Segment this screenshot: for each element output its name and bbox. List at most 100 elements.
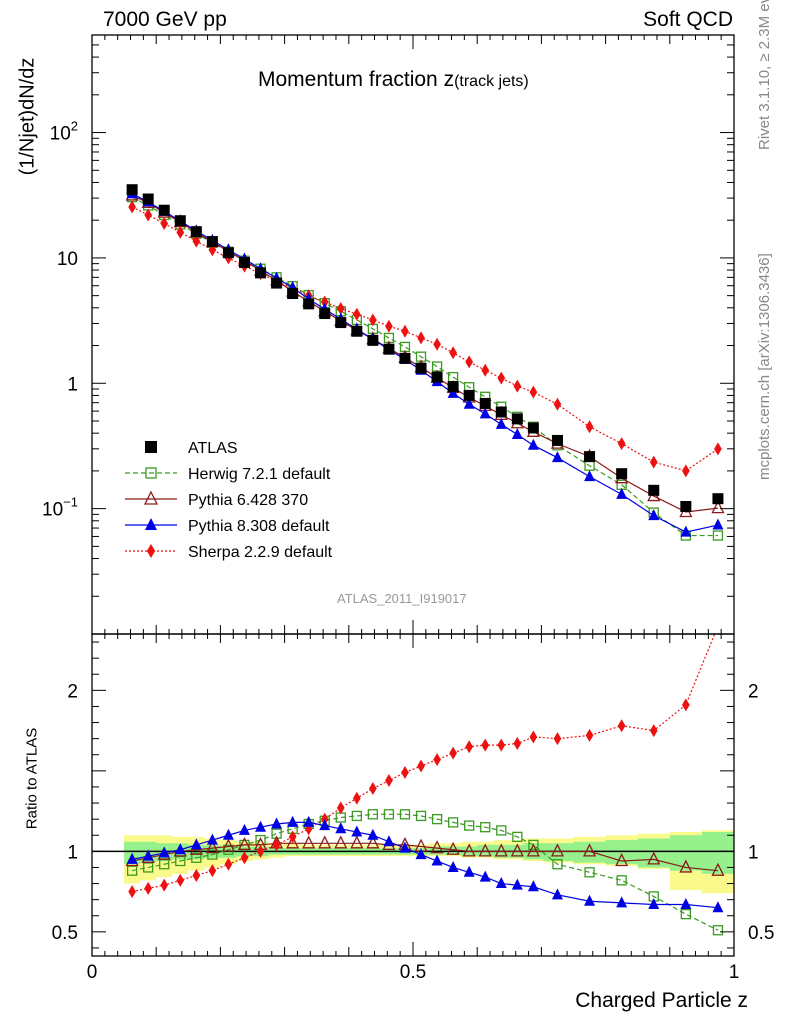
legend-label: Pythia 6.428 370 [188,492,308,509]
ratio-point-pythia-6-428-370 [237,836,252,851]
ratio-point-pythia-6-428-370 [550,843,565,857]
ratio-point-sherpa-2-2-9-default [352,791,361,805]
main-point-atlas [616,468,628,480]
main-point-atlas [142,193,154,205]
x-tick-label: 0 [87,962,98,983]
ratio-point-pythia-8-308-default [415,848,427,860]
main-point-sherpa-2-2-9-default [192,234,201,248]
header-energy-label: 7000 GeV pp [103,8,227,31]
ratio-point-herwig-7-2-1-default [175,855,186,867]
ratio-point-herwig-7-2-1-default [712,925,724,936]
ratio-point-sherpa-2-2-9-default [449,746,457,760]
main-point-atlas [511,413,523,425]
ratio-point-pythia-8-308-default [271,817,283,829]
ratio-point-pythia-8-308-default [287,815,299,827]
ratio-point-pythia-6-428-370 [510,843,524,857]
ratio-point-pythia-8-308-default [174,843,186,855]
ratio-point-sherpa-2-2-9-default [513,736,522,750]
ratio-y-tick-label-left: 0.5 [52,923,78,944]
ratio-point-sherpa-2-2-9-default [369,782,377,796]
ratio-point-sherpa-2-2-9-default [714,619,722,632]
main-point-atlas [206,236,218,248]
legend-entry: ATLAS [145,440,238,457]
ratio-point-herwig-7-2-1-default [464,820,475,831]
ratio-point-pythia-8-308-default [399,841,411,853]
main-point-sherpa-2-2-9-default [144,208,153,222]
ratio-point-herwig-7-2-1-default [207,849,218,860]
main-point-atlas [222,247,234,259]
ratio-point-herwig-7-2-1-default [159,859,170,870]
ratio-point-pythia-6-428-370 [462,843,476,857]
ratio-point-herwig-7-2-1-default [383,809,395,820]
main-line-herwig-7-2-1-default [131,196,718,537]
ratio-point-pythia-8-308-default [126,852,138,864]
ratio-point-pythia-8-308-default [431,854,443,866]
ratio-uncertainty-bands [124,830,734,894]
main-point-sherpa-2-2-9-default [369,313,377,327]
ratio-point-pythia-8-308-default [511,878,523,890]
main-point-sherpa-2-2-9-default [529,385,538,399]
main-point-sherpa-2-2-9-default [336,301,345,315]
main-point-atlas [712,493,724,505]
legend-marker [146,544,156,558]
ratio-point-sherpa-2-2-9-default [192,869,201,882]
x-tick-label: 1 [729,962,740,983]
main-point-sherpa-2-2-9-default [385,319,393,333]
ratio-point-herwig-7-2-1-default [584,867,595,878]
ratio-point-pythia-8-308-default [463,865,475,877]
ratio-point-pythia-8-308-default [383,835,395,847]
ratio-point-sherpa-2-2-9-default [433,753,441,767]
ratio-point-herwig-7-2-1-default [367,809,379,820]
ratio-point-sherpa-2-2-9-default [465,740,474,754]
main-point-sherpa-2-2-9-default [417,331,425,345]
main-point-pythia-8-308-default [511,428,523,440]
main-point-pythia-6-428-370 [711,500,725,514]
ratio-point-pythia-6-428-370 [366,835,380,849]
main-point-sherpa-2-2-9-default [352,307,361,321]
ratio-y-tick-label-right: 1 [748,842,759,863]
chart-title-subscript: (track jets) [454,73,529,90]
legend-entry: Pythia 8.308 default [125,518,330,535]
chart-title-main: Momentum fraction [258,68,444,91]
ratio-y-tick-label-right: 2 [748,681,759,702]
main-point-atlas [126,184,138,196]
main-point-sherpa-2-2-9-default [714,442,722,456]
main-point-atlas [648,484,660,496]
main-point-atlas [447,381,459,393]
main-point-pythia-8-308-default [447,386,459,398]
main-point-atlas [383,343,395,355]
analysis-id-label: ATLAS_2011_I919017 [337,591,467,606]
main-point-atlas [584,451,596,463]
ratio-point-pythia-6-428-370 [582,843,597,857]
main-y-tick-label: 10 [57,249,78,270]
main-y-tick-label: 1 [67,374,78,395]
legend-marker [143,490,159,505]
main-point-atlas [238,256,250,268]
ratio-point-pythia-8-308-default [584,894,596,906]
main-point-atlas [319,308,331,320]
main-point-sherpa-2-2-9-default [433,337,441,351]
ratio-point-herwig-7-2-1-default [399,809,411,820]
ratio-point-pythia-8-308-default [335,822,347,834]
ratio-point-pythia-8-308-default [142,849,154,861]
ratio-point-sherpa-2-2-9-default [553,732,562,746]
legend-marker [145,467,157,479]
ratio-point-sherpa-2-2-9-default [160,878,169,892]
ratio-point-sherpa-2-2-9-default [401,765,409,779]
ratio-point-sherpa-2-2-9-default [144,881,153,895]
main-point-atlas [367,334,379,346]
ratio-point-herwig-7-2-1-default [447,817,459,828]
ratio-point-pythia-6-428-370 [286,835,300,849]
main-point-sherpa-2-2-9-default [553,397,562,411]
ratio-point-herwig-7-2-1-default [512,831,523,843]
main-point-pythia-8-308-default [648,509,660,521]
ratio-point-pythia-8-308-default [447,860,459,872]
main-point-sherpa-2-2-9-default [585,420,594,434]
ratio-point-sherpa-2-2-9-default [128,885,136,899]
main-point-sherpa-2-2-9-default [176,225,185,239]
main-point-atlas [551,434,563,446]
main-point-atlas [174,215,186,227]
ratio-point-pythia-6-428-370 [334,835,348,849]
ratio-point-herwig-7-2-1-default [480,822,491,833]
ratio-point-herwig-7-2-1-default [191,852,202,863]
